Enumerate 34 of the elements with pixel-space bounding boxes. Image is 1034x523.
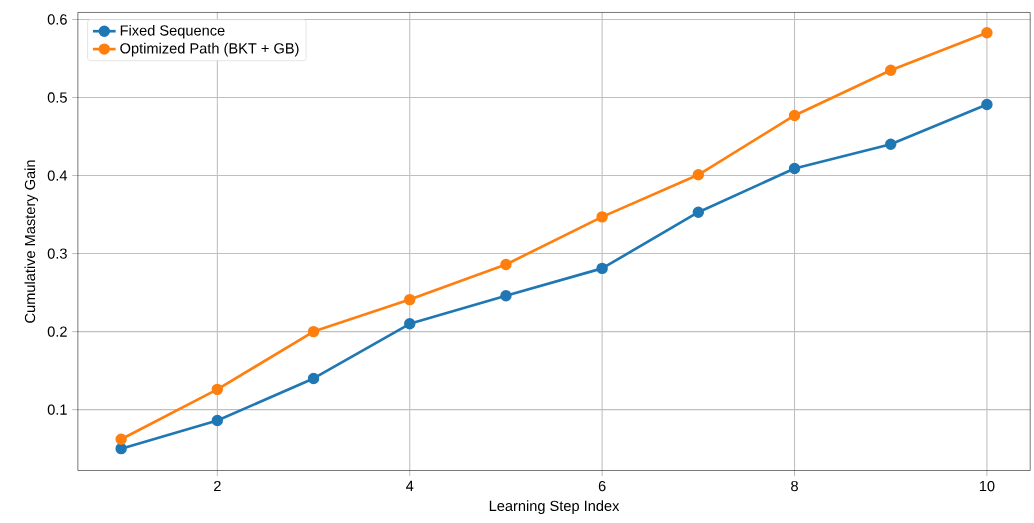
point xyxy=(596,211,608,223)
point xyxy=(885,138,897,151)
x-tick-label: 10 xyxy=(979,480,995,492)
point xyxy=(211,383,224,396)
y-tick-label: 0.6 xyxy=(47,14,67,25)
point xyxy=(596,262,608,275)
point xyxy=(404,318,416,330)
point xyxy=(692,206,705,218)
y-tick-label: 0.3 xyxy=(47,248,67,259)
legend-label: Fixed Sequence xyxy=(120,24,225,39)
y-tick-label: 0.5 xyxy=(47,92,67,103)
legend-label: Optimized Path (BKT + GB) xyxy=(120,42,299,57)
point xyxy=(885,64,897,76)
point xyxy=(788,162,801,175)
x-tick-label: 6 xyxy=(598,480,606,492)
x-tick-label: 8 xyxy=(791,480,798,492)
y-axis-title: Cumulative Mastery Gain xyxy=(24,160,39,323)
point xyxy=(211,414,224,427)
point xyxy=(981,98,993,111)
point xyxy=(500,289,512,302)
x-tick-label: 4 xyxy=(406,480,414,491)
point xyxy=(500,258,512,271)
point xyxy=(981,27,993,39)
point xyxy=(307,325,320,338)
y-tick-label: 0.1 xyxy=(47,404,67,415)
point xyxy=(115,433,127,445)
point xyxy=(307,372,320,385)
point xyxy=(788,109,801,122)
point xyxy=(692,169,705,181)
x-tick-label: 2 xyxy=(214,480,221,492)
y-tick-label: 0.2 xyxy=(47,326,67,337)
x-axis-title: Learning Step Index xyxy=(489,500,620,514)
point xyxy=(404,293,416,306)
y-tick-label: 0.4 xyxy=(47,170,68,181)
